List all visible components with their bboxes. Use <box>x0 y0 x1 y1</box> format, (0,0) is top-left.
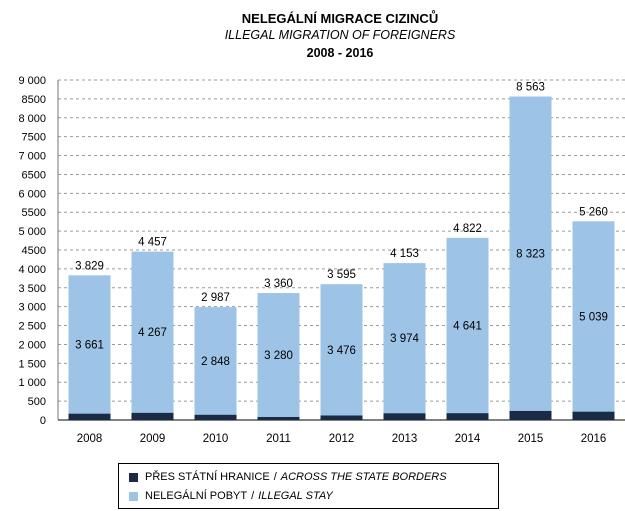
y-tick-label: 6500 <box>22 169 46 181</box>
bar-border <box>383 413 426 420</box>
total-data-label: 8 563 <box>516 82 545 94</box>
bar-stay <box>68 275 111 414</box>
total-data-label: 3 360 <box>264 278 293 290</box>
legend-swatch-stay <box>129 491 138 501</box>
y-tick-label: 9 000 <box>18 75 46 87</box>
y-tick-label: 7 000 <box>18 151 46 163</box>
y-tick-label: 7500 <box>22 132 46 144</box>
y-tick-label: 8 000 <box>18 113 46 125</box>
chart-titles: NELEGÁLNÍ MIGRACE CIZINCŮ ILLEGAL MIGRAT… <box>0 10 625 62</box>
y-tick-label: 5 000 <box>18 226 46 238</box>
total-data-label: 2 987 <box>201 292 230 304</box>
chart-subtitle: ILLEGAL MIGRATION OF FOREIGNERS <box>224 28 456 42</box>
segment-data-label: 3 661 <box>75 340 104 352</box>
bar-border <box>572 411 615 420</box>
bar-stay <box>509 96 552 411</box>
legend-separator: / <box>251 490 255 502</box>
x-tick-label: 2013 <box>392 433 418 445</box>
total-data-label: 3 595 <box>327 269 356 281</box>
y-tick-label: 3 000 <box>18 302 46 314</box>
bar-border <box>509 410 552 420</box>
x-tick-label: 2011 <box>266 433 291 445</box>
chart-legend: PŘES STÁTNÍ HRANICE / ACROSS THE STATE B… <box>118 463 499 509</box>
total-data-label: 4 822 <box>453 223 482 235</box>
y-tick-label: 4 000 <box>18 264 46 276</box>
y-tick-label: 6 000 <box>18 188 46 200</box>
y-tick-label: 1 000 <box>18 377 46 389</box>
x-tick-label: 2008 <box>77 433 103 445</box>
total-data-label: 4 457 <box>138 237 167 249</box>
segment-data-label: 2 848 <box>201 356 230 368</box>
x-tick-label: 2016 <box>581 433 607 445</box>
total-data-label: 4 153 <box>390 248 419 260</box>
legend-label-stay-cz: NELEGÁLNÍ POBYT <box>145 490 248 502</box>
x-tick-label: 2015 <box>518 433 544 445</box>
x-tick-label: 2012 <box>329 433 355 445</box>
legend-item-border: PŘES STÁTNÍ HRANICE / ACROSS THE STATE B… <box>129 469 447 485</box>
total-data-label: 3 829 <box>75 260 104 272</box>
chart-title: NELEGÁLNÍ MIGRACE CIZINCŮ <box>241 11 439 26</box>
segment-data-label: 3 280 <box>264 350 293 362</box>
chart-period: 2008 - 2016 <box>306 46 374 60</box>
y-tick-label: 5500 <box>22 207 46 219</box>
y-tick-label: 0 <box>40 415 46 427</box>
y-tick-label: 8500 <box>22 94 46 106</box>
y-tick-label: 1 500 <box>18 358 46 370</box>
bar-stay <box>194 307 237 415</box>
bar-border <box>194 414 237 420</box>
segment-data-label: 3 974 <box>390 333 419 345</box>
bar-stay <box>383 263 426 414</box>
bar-stay <box>320 284 363 416</box>
bar-stay <box>131 251 174 413</box>
legend-item-stay: NELEGÁLNÍ POBYT / ILLEGAL STAY <box>129 488 333 504</box>
y-tick-label: 3 500 <box>18 283 46 295</box>
y-tick-label: 2 000 <box>18 339 46 351</box>
bar-stay <box>446 237 489 414</box>
x-tick-label: 2010 <box>203 433 229 445</box>
segment-data-label: 8 323 <box>516 249 545 261</box>
legend-separator: / <box>273 471 277 483</box>
y-tick-label: 4500 <box>22 245 46 257</box>
legend-label-border-en: ACROSS THE STATE BORDERS <box>280 471 447 483</box>
legend-label-stay-en: ILLEGAL STAY <box>258 490 333 502</box>
legend-swatch-border <box>129 472 138 482</box>
x-tick-label: 2014 <box>455 433 481 445</box>
y-tick-label: 500 <box>28 396 46 408</box>
bar-border <box>320 415 363 420</box>
bar-border <box>257 416 300 420</box>
bar-stay <box>572 221 615 412</box>
total-data-label: 5 260 <box>579 206 608 218</box>
segment-data-label: 4 641 <box>453 320 482 332</box>
segment-data-label: 5 039 <box>579 311 608 323</box>
bar-border <box>131 412 174 420</box>
segment-data-label: 3 476 <box>327 345 356 357</box>
bar-stay <box>257 293 300 417</box>
y-tick-label: 2 500 <box>18 321 46 333</box>
legend-label-border-cz: PŘES STÁTNÍ HRANICE <box>145 471 270 483</box>
bar-border <box>446 413 489 420</box>
stacked-bar-chart: 0 500 1 000 1 500 2 000 2 500 3 000 3 500 4 000 4… <box>18 75 625 445</box>
bar-border <box>68 413 111 420</box>
x-tick-label: 2009 <box>140 433 166 445</box>
segment-data-label: 4 267 <box>138 327 167 339</box>
